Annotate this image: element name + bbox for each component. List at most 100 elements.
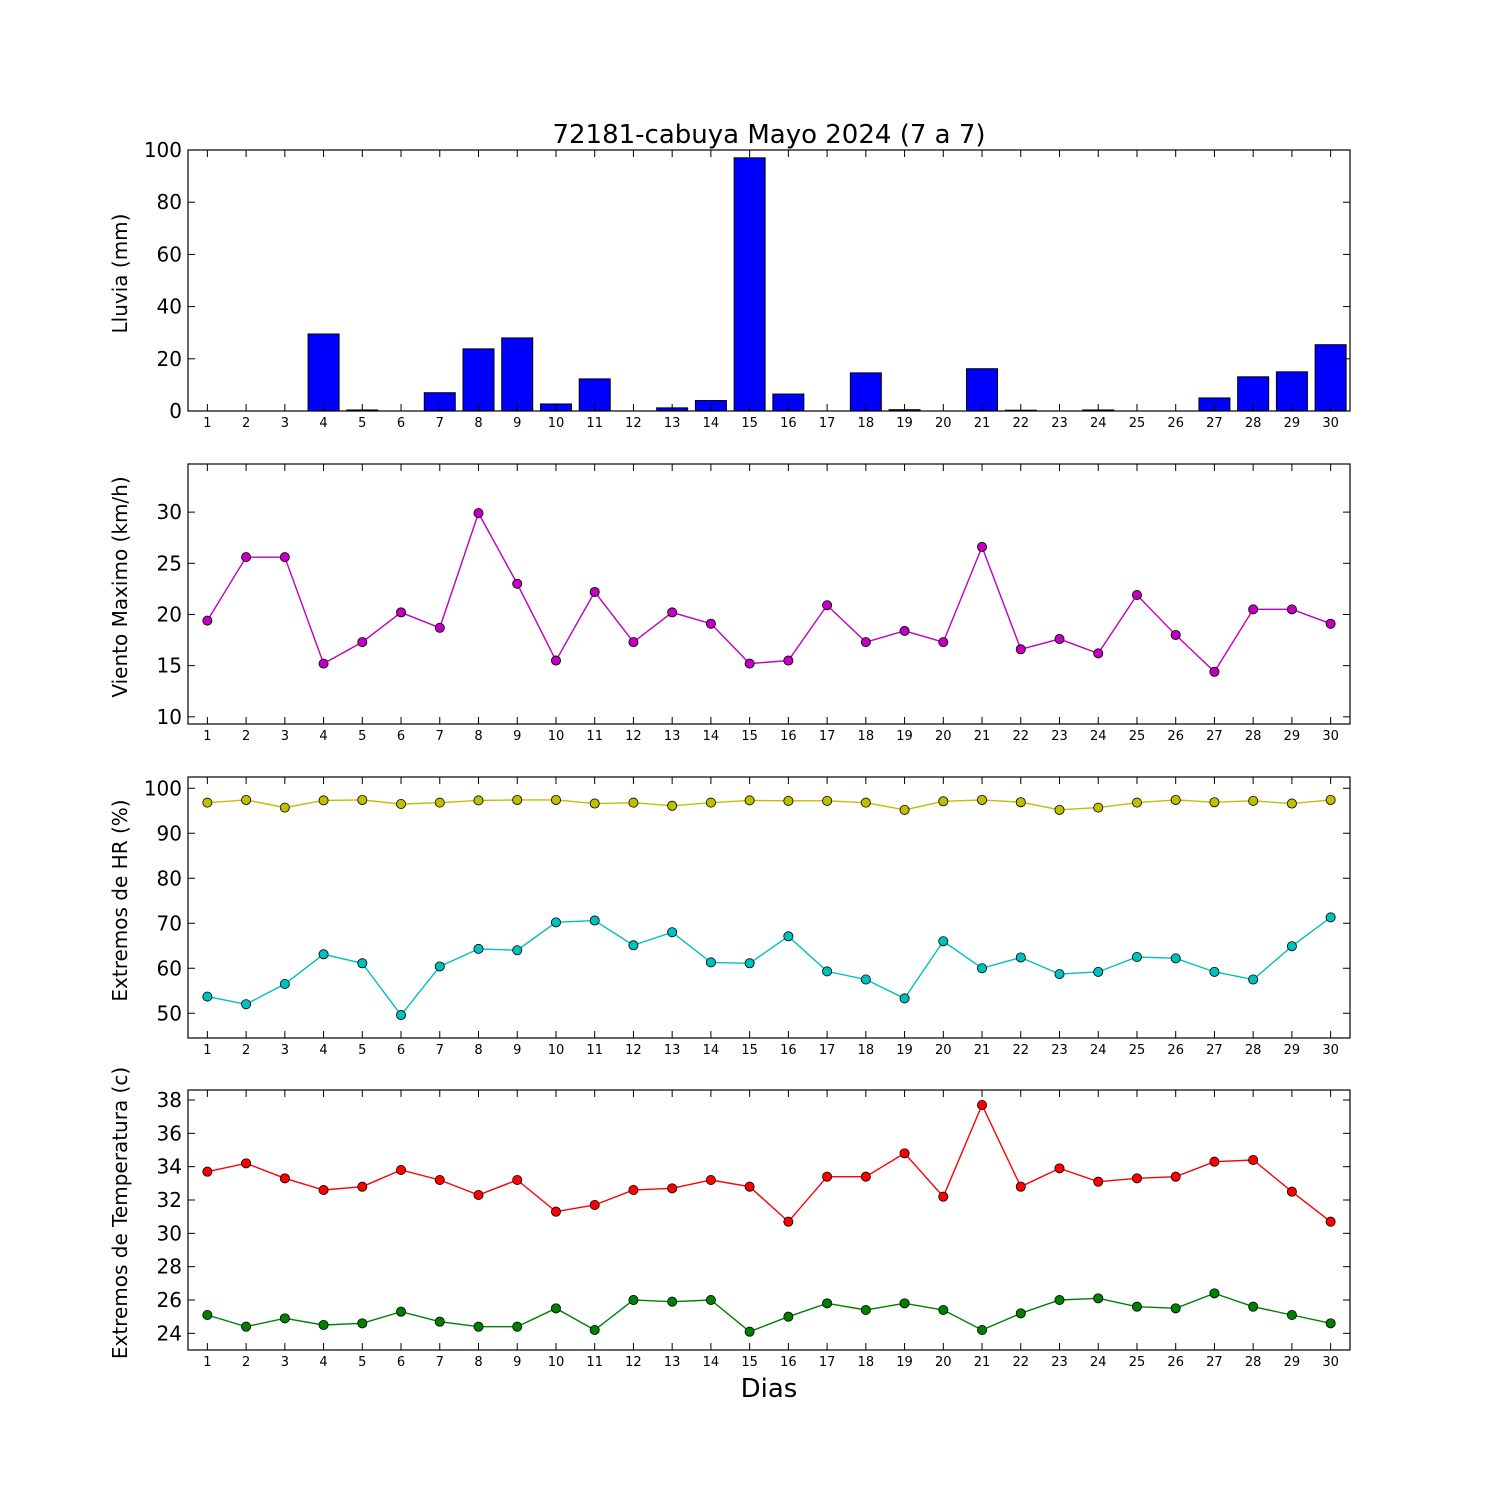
humidity-series-1-point (241, 794, 252, 805)
temperature-xtick-label: 6 (397, 1355, 405, 1370)
humidity-series-2-point (705, 957, 716, 968)
rain-bar (1314, 344, 1347, 412)
temperature-series-2-point (1170, 1303, 1181, 1314)
wind-xtick-label: 26 (1167, 729, 1184, 744)
humidity-series-2-point (357, 958, 368, 969)
humidity-series-1-point (977, 794, 988, 805)
temperature-xtick-label: 21 (974, 1355, 991, 1370)
temperature-xtick-label: 17 (819, 1355, 836, 1370)
wind-ytick-label: 15 (157, 654, 182, 678)
rain-ytick-label: 60 (157, 242, 182, 266)
rain-xtick-label: 2 (242, 416, 250, 431)
temperature-series-2-point (899, 1298, 910, 1309)
wind-series-1-point (1093, 648, 1104, 659)
temperature-series-1-point (241, 1158, 252, 1169)
humidity-xtick-label: 1 (203, 1043, 211, 1058)
rain-xtick-label: 27 (1206, 416, 1223, 431)
wind-series-1-point (783, 655, 794, 666)
rain-xtick-label: 1 (203, 416, 211, 431)
humidity-xtick-label: 10 (548, 1043, 565, 1058)
humidity-series-2-point (473, 943, 484, 954)
humidity-series-1-point (899, 804, 910, 815)
wind-series-1-point (589, 586, 600, 597)
temperature-series-2-point (279, 1313, 290, 1324)
temperature-series-2-point (667, 1296, 678, 1307)
temperature-series-1-point (434, 1175, 445, 1186)
wind-series-1-point (938, 637, 949, 648)
wind-xtick-label: 5 (358, 729, 366, 744)
humidity-series-2-point (1093, 966, 1104, 977)
rain-xtick-label: 20 (935, 416, 952, 431)
humidity-series-1-point (279, 802, 290, 813)
humidity-series-1-point (473, 795, 484, 806)
temperature-series-2-point (628, 1295, 639, 1306)
temperature-series-2-point (783, 1311, 794, 1322)
x-axis-label: Dias (741, 1374, 798, 1404)
humidity-series-2-point (434, 961, 445, 972)
humidity-series-2-point (396, 1010, 407, 1021)
wind-xtick-label: 11 (586, 729, 603, 744)
temperature-series-1-point (279, 1173, 290, 1184)
temperature-series-2-point (1248, 1301, 1259, 1312)
humidity-series-2-point (512, 945, 523, 956)
humidity-series-1-point (357, 794, 368, 805)
humidity-ytick-label: 100 (144, 776, 182, 800)
wind-plot-area (188, 464, 1350, 724)
temperature-series-1-point (744, 1181, 755, 1192)
rain-bar (462, 348, 495, 412)
temperature-ytick-label: 24 (157, 1321, 182, 1345)
wind-series-1-point (1054, 634, 1065, 645)
temperature-series-2-point (512, 1321, 523, 1332)
wind-xtick-label: 1 (203, 729, 211, 744)
temperature-series-2-point (396, 1306, 407, 1317)
wind-ytick-label: 20 (157, 602, 182, 626)
wind-xtick-label: 24 (1090, 729, 1107, 744)
humidity-ytick-label: 50 (157, 1001, 182, 1025)
humidity-xtick-label: 8 (474, 1043, 482, 1058)
humidity-xtick-label: 4 (319, 1043, 327, 1058)
temperature-series-1-point (318, 1185, 329, 1196)
humidity-series-2-line (207, 916, 1332, 1017)
temperature-series-2-point (550, 1303, 561, 1314)
rain-bar (501, 337, 534, 412)
temperature-xtick-label: 4 (319, 1355, 327, 1370)
humidity-series-1-point (318, 795, 329, 806)
wind-series-1-point (473, 508, 484, 519)
temperature-xtick-label: 24 (1090, 1355, 1107, 1370)
humidity-series-1-line (207, 799, 1331, 811)
wind-series-1-point (822, 600, 833, 611)
temperature-series-2-point (1131, 1301, 1142, 1312)
rain-ytick-label: 40 (157, 295, 182, 319)
temperature-series-2-point (202, 1310, 213, 1321)
wind-series-1-point (1170, 629, 1181, 640)
temperature-series-1-point (1325, 1216, 1336, 1227)
temperature-series-1-point (396, 1165, 407, 1176)
humidity-series-1-point (1286, 798, 1297, 809)
humidity-series-2-point (279, 979, 290, 990)
temperature-series-1-point (1015, 1181, 1026, 1192)
humidity-ytick-label: 60 (157, 956, 182, 980)
temperature-series-2-point (473, 1321, 484, 1332)
temperature-series-1-point (822, 1171, 833, 1182)
temperature-series-1-line (207, 1103, 1332, 1223)
wind-xtick-label: 28 (1245, 729, 1262, 744)
wind-series-1-point (667, 607, 678, 618)
humidity-series-2-point (1209, 966, 1220, 977)
temperature-series-2-point (1209, 1288, 1220, 1299)
wind-xtick-label: 4 (319, 729, 327, 744)
rain-xtick-label: 21 (974, 416, 991, 431)
wind-series-1-point (241, 552, 252, 563)
temperature-series-2-point (1015, 1308, 1026, 1319)
temperature-series-2-point (1286, 1310, 1297, 1321)
humidity-series-1-point (1131, 797, 1142, 808)
temperature-xtick-label: 9 (513, 1355, 521, 1370)
temperature-series-2-point (318, 1320, 329, 1331)
temperature-xtick-label: 26 (1167, 1355, 1184, 1370)
temperature-series-1-point (667, 1183, 678, 1194)
humidity-series-1-point (822, 795, 833, 806)
humidity-series-2-point (1170, 953, 1181, 964)
humidity-xtick-label: 27 (1206, 1043, 1223, 1058)
